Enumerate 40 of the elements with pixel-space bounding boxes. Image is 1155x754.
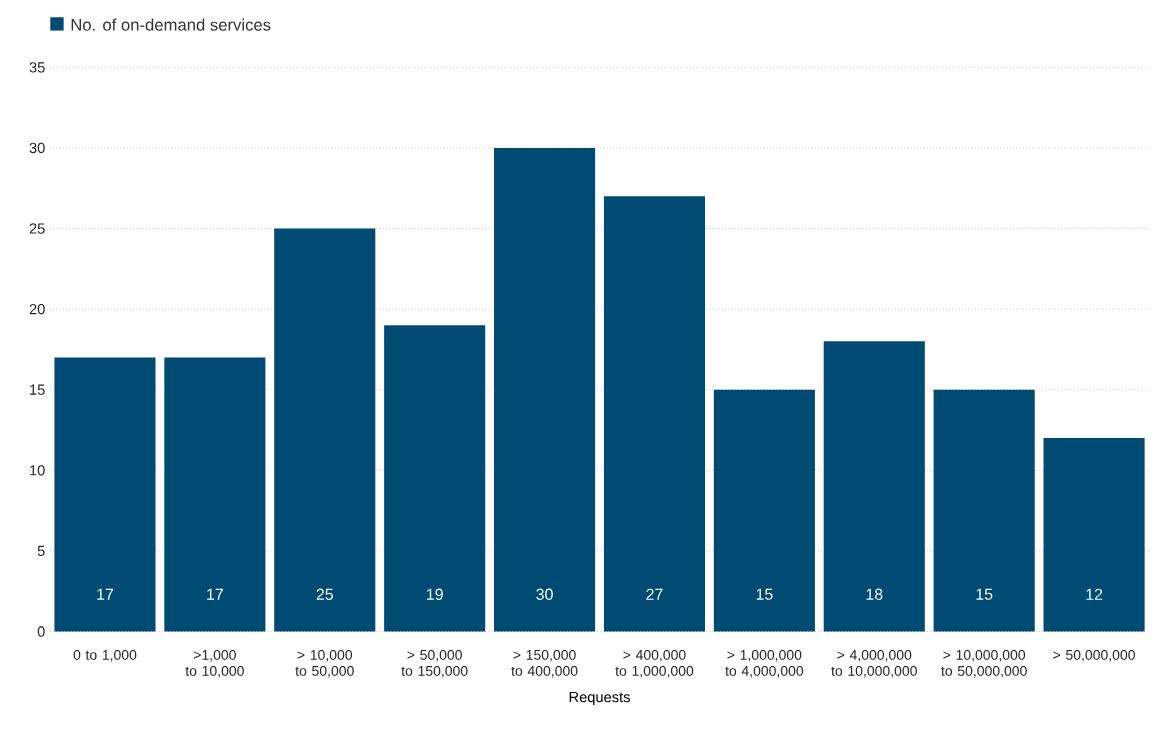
bar bbox=[274, 228, 376, 632]
data-label: 15 bbox=[756, 588, 773, 601]
y-tick-label: 35 bbox=[29, 62, 45, 73]
data-label: 18 bbox=[866, 588, 883, 601]
x-tick-label: > 1,000,000 to 4,000,000 bbox=[725, 650, 804, 678]
y-tick-label: 20 bbox=[29, 304, 45, 315]
data-label: 27 bbox=[646, 588, 663, 601]
x-tick-label: > 10,000,000 to 50,000,000 bbox=[941, 650, 1027, 678]
y-tick-label: 30 bbox=[29, 142, 45, 154]
y-tick-label: 0 bbox=[37, 626, 45, 637]
data-label: 19 bbox=[426, 588, 443, 601]
bar bbox=[384, 325, 486, 632]
data-label: 17 bbox=[97, 589, 114, 600]
bar bbox=[494, 148, 596, 632]
x-tick-label: > 50,000 to 150,000 bbox=[401, 650, 468, 678]
data-label: 30 bbox=[536, 588, 553, 601]
bar bbox=[603, 196, 706, 632]
x-axis-title: Requests bbox=[569, 692, 630, 706]
bar bbox=[933, 389, 1035, 632]
legend-label: No. of on-demand services bbox=[71, 18, 271, 31]
x-tick-label: > 4,000,000 to 10,000,000 bbox=[831, 650, 917, 678]
x-tick-label: > 400,000 to 1,000,000 bbox=[615, 650, 694, 678]
x-tick-label: 0 to 1,000 bbox=[73, 650, 137, 662]
y-tick-label: 15 bbox=[30, 384, 45, 396]
data-label: 17 bbox=[207, 589, 223, 600]
data-label: 25 bbox=[316, 588, 333, 601]
x-tick-label: >1,000 to 10,000 bbox=[185, 650, 244, 678]
x-tick-label: > 150,000 to 400,000 bbox=[511, 650, 578, 678]
bar bbox=[1043, 438, 1145, 632]
bar bbox=[54, 357, 156, 632]
data-label: 12 bbox=[1086, 588, 1103, 601]
y-tick-label: 10 bbox=[30, 465, 45, 476]
data-label: 15 bbox=[976, 588, 993, 601]
x-tick-label: > 10,000 to 50,000 bbox=[295, 650, 354, 678]
bar bbox=[823, 341, 925, 632]
bar bbox=[164, 357, 266, 632]
y-tick-label: 25 bbox=[29, 223, 45, 234]
y-tick-label: 5 bbox=[37, 546, 45, 557]
x-tick-label: > 50,000,000 bbox=[1053, 650, 1135, 662]
bar bbox=[713, 389, 815, 632]
